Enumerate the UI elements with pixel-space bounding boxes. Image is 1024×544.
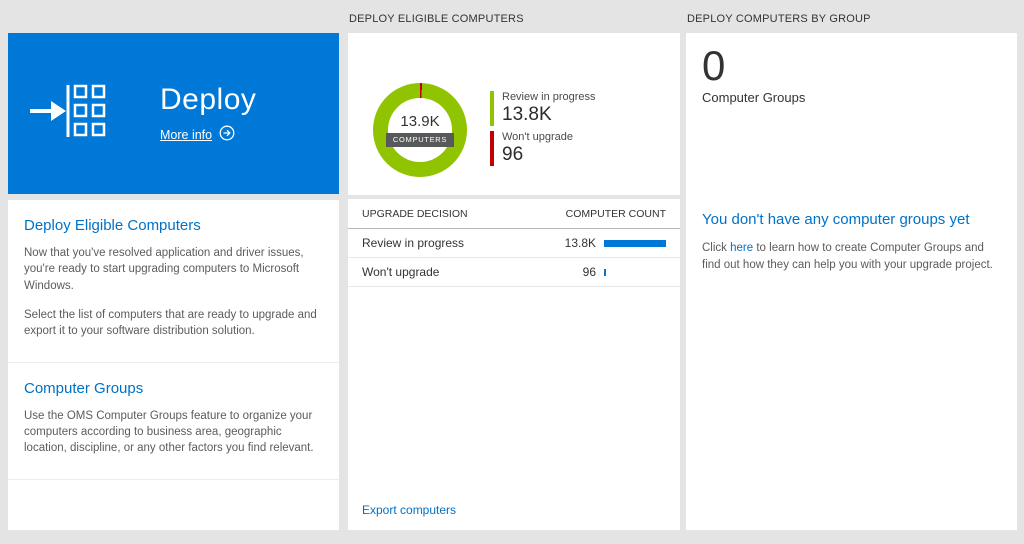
donut-hole (388, 98, 452, 162)
column-header-computer-count: COMPUTER COUNT (565, 208, 666, 220)
row-decision: Review in progress (362, 236, 465, 250)
groups-empty-state: You don't have any computer groups yet C… (686, 211, 1017, 273)
row-bar-track (604, 239, 666, 247)
row-decision: Won't upgrade (362, 265, 440, 279)
computer-groups-heading: Computer Groups (24, 379, 144, 397)
upgrade-decision-table-card: UPGRADE DECISION COMPUTER COUNT Review i… (348, 199, 680, 530)
deploy-eligible-paragraph-2: Select the list of computers that are re… (24, 308, 317, 338)
groups-help-text: Click here to learn how to create Comput… (702, 240, 1001, 273)
arrow-circle-icon (219, 125, 235, 144)
legend-value: 13.8K (502, 104, 552, 125)
groups-count-value: 0 (702, 42, 726, 89)
row-count: 13.8K (564, 236, 596, 250)
legend-item-wont-upgrade[interactable]: Won't upgrade 96 (490, 131, 596, 166)
table-row[interactable]: Won't upgrade 96 (348, 258, 680, 287)
help-text-before: Click (702, 242, 731, 255)
computer-groups-paragraph: Use the OMS Computer Groups feature to o… (24, 409, 314, 455)
legend-value: 96 (502, 144, 524, 165)
legend-item-review-in-progress[interactable]: Review in progress 13.8K (490, 91, 596, 126)
computer-groups-section: Computer Groups Use the OMS Computer Gro… (8, 363, 339, 479)
column-header-upgrade-decision: UPGRADE DECISION (362, 208, 468, 220)
legend-color-bar-red (490, 131, 494, 166)
deploy-info-panel: Deploy Eligible Computers Now that you'v… (8, 200, 339, 530)
tile-title: Deploy (160, 83, 257, 116)
export-computers-link[interactable]: Export computers (362, 503, 457, 517)
section-header-deploy-groups: DEPLOY COMPUTERS BY GROUP (687, 13, 871, 25)
groups-count-label: Computer Groups (702, 90, 806, 106)
count-bar (604, 268, 606, 276)
donut-center-label: COMPUTERS (386, 133, 454, 147)
count-bar (604, 239, 666, 247)
donut-total-value: 13.9K (400, 113, 440, 130)
groups-count-block: 0 Computer Groups (686, 33, 1017, 106)
help-text-after: to learn how to create Computer Groups a… (702, 242, 993, 271)
divider (8, 478, 339, 480)
legend-label: Won't upgrade (502, 131, 574, 143)
here-link[interactable]: here (730, 242, 754, 255)
computers-donut-chart[interactable]: 13.9K COMPUTERS (373, 83, 467, 177)
divider (8, 361, 339, 363)
table-header-row: UPGRADE DECISION COMPUTER COUNT (348, 199, 680, 229)
row-bar-track (604, 268, 666, 276)
eligible-computers-chart-card: 13.9K COMPUTERS Review in progress 13.8K… (348, 33, 680, 195)
legend-color-bar-green (490, 91, 494, 126)
section-header-deploy-eligible: DEPLOY ELIGIBLE COMPUTERS (349, 13, 524, 25)
legend-label: Review in progress (502, 91, 596, 103)
deploy-eligible-heading: Deploy Eligible Computers (24, 217, 201, 234)
computer-groups-panel: 0 Computer Groups You don't have any com… (686, 33, 1017, 530)
more-info-link[interactable]: More info (160, 125, 256, 144)
deploy-eligible-paragraph-1: Now that you've resolved application and… (24, 247, 304, 292)
deploy-tile[interactable]: Deploy More info (8, 33, 339, 194)
donut-legend: Review in progress 13.8K Won't upgrade 9… (490, 91, 596, 171)
groups-empty-heading: You don't have any computer groups yet (702, 211, 970, 229)
deploy-icon (30, 80, 108, 147)
more-info-label: More info (160, 127, 213, 142)
table-row[interactable]: Review in progress 13.8K (348, 229, 680, 258)
deploy-eligible-section: Deploy Eligible Computers Now that you'v… (8, 200, 339, 362)
row-count: 96 (582, 265, 596, 279)
